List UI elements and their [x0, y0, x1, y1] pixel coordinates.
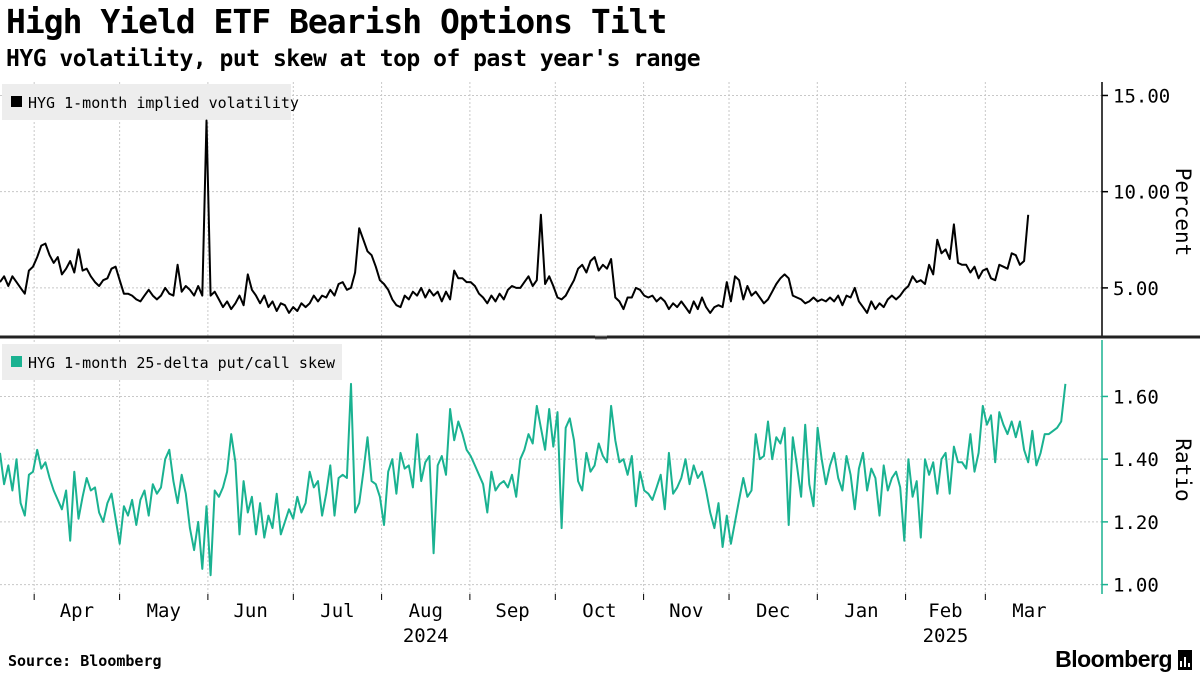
skew-y-axis-label: Ratio: [1171, 438, 1195, 501]
chart-title: High Yield ETF Bearish Options Tilt: [6, 2, 667, 41]
x-year-label-2024: 2024: [403, 625, 449, 647]
x-tick-label-nov: Nov: [669, 600, 703, 622]
skew-legend-label: HYG 1-month 25-delta put/call skew: [28, 354, 336, 372]
skew-y-ticks: 1.00 1.20 1.40 1.60: [1102, 386, 1159, 597]
skew-legend-swatch: [11, 356, 22, 367]
x-tick-label-oct: Oct: [582, 600, 616, 622]
skew-series-line: [0, 382, 1067, 577]
volatility-y-tick-label: 10.00: [1113, 182, 1170, 204]
x-tick-label-apr: Apr: [60, 600, 94, 622]
x-tick-label-jan: Jan: [844, 600, 878, 622]
brand-name: Bloomberg: [1055, 646, 1172, 672]
x-year-label-2025: 2025: [923, 625, 969, 647]
x-tick-label-aug: Aug: [409, 600, 443, 622]
x-tick-label-jul: Jul: [320, 600, 354, 622]
volatility-y-tick-label: 5.00: [1113, 278, 1159, 300]
brand-mark: Bloomberg: [1055, 646, 1192, 673]
volatility-legend-box: [2, 84, 291, 120]
skew-legend-box: [2, 344, 342, 380]
x-tick-label-dec: Dec: [756, 600, 790, 622]
x-tick-label-feb: Feb: [928, 600, 962, 622]
volatility-y-ticks: 5.00 10.00 15.00: [1102, 85, 1170, 300]
x-tick-label-sep: Sep: [495, 600, 529, 622]
volatility-legend-swatch: [11, 96, 22, 107]
skew-y-tick-label: 1.40: [1113, 449, 1159, 471]
volatility-panel: HYG 1-month implied volatility 5.00 10.00…: [0, 82, 1195, 336]
chart-subtitle: HYG volatility, put skew at top of past …: [6, 46, 701, 72]
x-tick-label-may: May: [147, 600, 181, 622]
skew-y-tick-label: 1.60: [1113, 386, 1159, 408]
volatility-series-line: [0, 119, 1030, 314]
skew-panel: HYG 1-month 25-delta put/call skew 1.001…: [0, 340, 1195, 597]
x-tick-label-mar: Mar: [1012, 600, 1046, 622]
skew-y-tick-label: 1.20: [1113, 512, 1159, 534]
x-tick-label-jun: Jun: [233, 600, 267, 622]
skew-y-tick-label: 1.00: [1113, 575, 1159, 597]
x-axis: Apr May Jun Jul Aug Sep Oct Nov Dec Jan Feb Mar 2024…: [33, 594, 1047, 647]
volatility-y-tick-label: 15.00: [1113, 85, 1170, 107]
panel-divider: [0, 335, 1200, 340]
volatility-y-axis-label: Percent: [1171, 168, 1195, 257]
volatility-legend-label: HYG 1-month implied volatility: [28, 94, 299, 112]
bloomberg-logo-icon: [1178, 649, 1192, 670]
source-note: Source: Bloomberg: [8, 652, 162, 670]
